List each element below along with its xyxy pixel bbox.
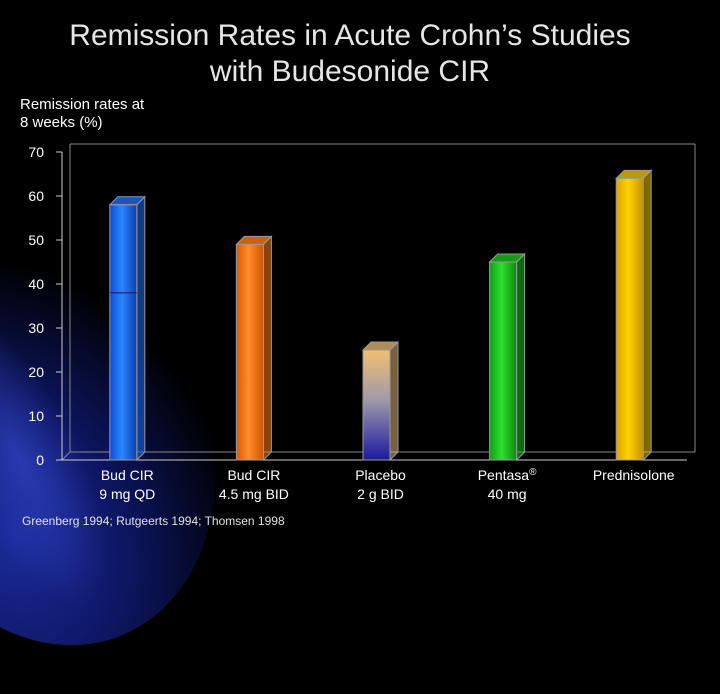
y-tick-label: 20 xyxy=(28,364,44,380)
bar-front-face xyxy=(235,243,264,461)
slide-title: Remission Rates in Acute Crohn’s Studies… xyxy=(0,18,700,90)
category-label-line-2: 40 mg xyxy=(488,486,527,502)
category-label-line-1: Prednisolone xyxy=(593,467,675,483)
bar-1 xyxy=(108,195,147,462)
y-axis-label-line-1: Remission rates at xyxy=(20,96,145,113)
y-tick-label: 30 xyxy=(28,320,44,336)
category-label-line-2: 4.5 mg BID xyxy=(219,486,289,502)
y-tick-label: 60 xyxy=(28,188,44,204)
title-line-1: Remission Rates in Acute Crohn’s Studies xyxy=(69,19,631,52)
title-line-2: with Budesonide CIR xyxy=(209,55,491,88)
bar-4 xyxy=(488,252,526,462)
bar-side-face xyxy=(136,195,146,462)
floor-depth-edge xyxy=(61,451,71,461)
bar-side-face xyxy=(262,235,272,462)
chart-labels: Bud CIR 9 mg QD Bud CIR 4.5 mg BID Placebo 2 … xyxy=(99,467,674,502)
bar-2 xyxy=(235,235,273,462)
category-label-line-1: Pentasa® xyxy=(478,467,537,483)
bar-front-face xyxy=(109,204,138,461)
category-label-line-1: Bud CIR xyxy=(227,467,280,483)
category-label-line-1: Bud CIR xyxy=(101,467,154,483)
y-tick-label: 40 xyxy=(28,276,44,292)
bar-side-face xyxy=(642,169,652,462)
y-tick-label: 70 xyxy=(28,144,44,160)
category-label-line-2: 2 g BID xyxy=(357,486,404,502)
chart-axes: 0 10 20 30 40 50 60 70 xyxy=(28,143,696,468)
bar-front-face xyxy=(362,349,391,461)
y-tick-label: 0 xyxy=(36,452,44,468)
bar-3 xyxy=(361,340,400,462)
y-axis-label: Remission rates at 8 weeks (%) xyxy=(20,96,144,132)
bar-side-face xyxy=(389,340,399,462)
y-tick-label: 50 xyxy=(28,232,44,248)
bar-front-face xyxy=(615,177,644,461)
bar-side-face xyxy=(516,252,526,462)
bar-front-face xyxy=(489,261,518,461)
bar-5 xyxy=(614,169,653,462)
chart-bars xyxy=(108,169,653,462)
y-axis-label-line-2: 8 weeks (%) xyxy=(20,114,103,131)
footnote-references: Greenberg 1994; Rutgeerts 1994; Thomsen … xyxy=(22,514,285,528)
bar-chart: 0 10 20 30 40 50 60 70 Bud CIR 9 mg QD Bud CIR 4.5… xyxy=(28,143,696,502)
y-tick-label: 10 xyxy=(28,408,44,424)
category-label-line-1: Placebo xyxy=(355,467,406,483)
category-label-line-2: 9 mg QD xyxy=(99,486,155,502)
